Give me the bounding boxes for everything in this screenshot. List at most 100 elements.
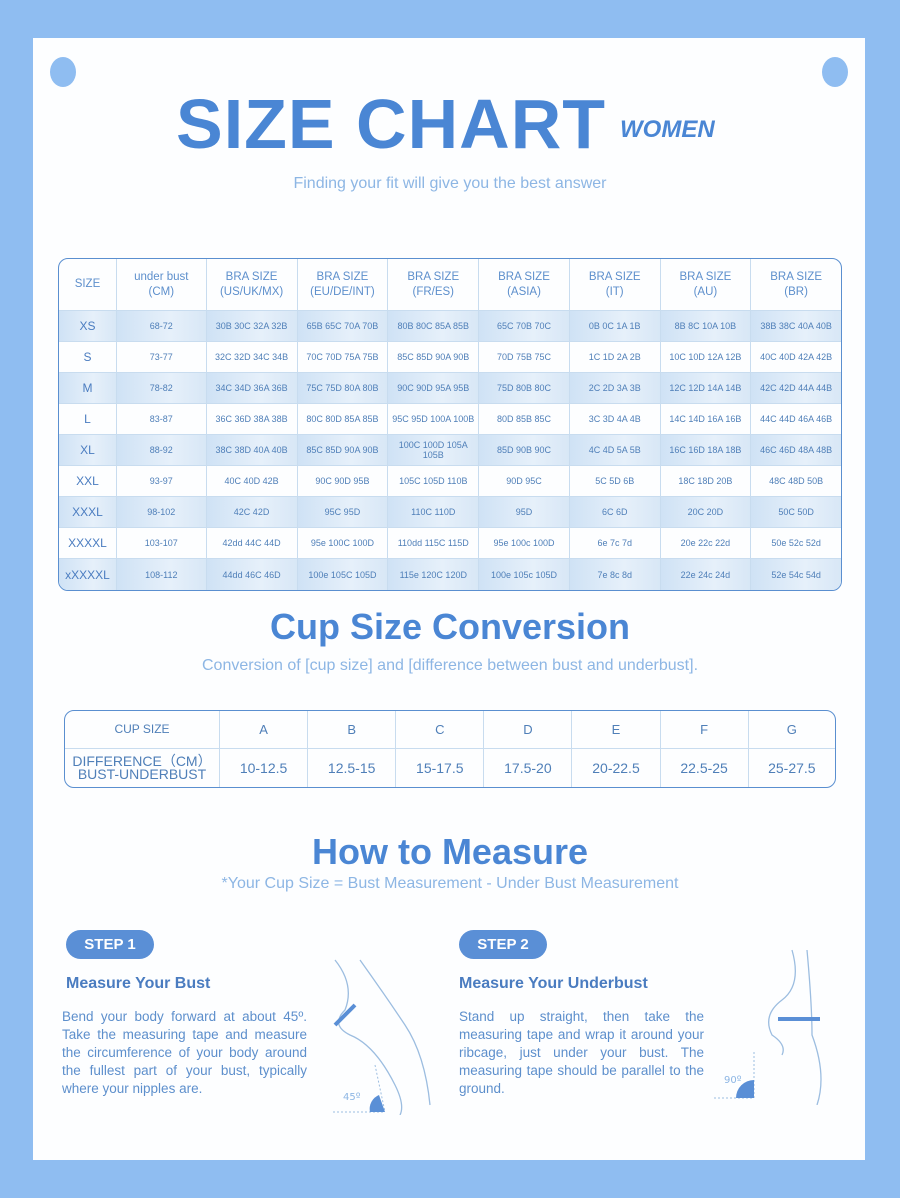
table-cell: 50C 50D — [751, 497, 841, 528]
table-cell: 85C 85D 90A 90B — [388, 342, 480, 373]
table-cell: 10C 10D 12A 12B — [660, 342, 752, 373]
table-cell: 0B 0C 1A 1B — [569, 311, 661, 342]
size-cell: M — [59, 373, 117, 404]
table-cell: 38C 38D 40A 40B — [206, 435, 298, 466]
column-header-line: BRA SIZE — [316, 270, 369, 283]
table-cell: 80D 85B 85C — [479, 404, 570, 435]
table-cell: 1C 1D 2A 2B — [569, 342, 661, 373]
table-cell: 6C 6D — [569, 497, 661, 528]
table-row: M 78-82 34C 34D 36A 36B 75C 75D 80A 80B 90C … — [59, 373, 841, 404]
cup-cell: D — [484, 711, 573, 749]
column-header: BRA SIZE (EU/DE/INT) — [297, 259, 389, 311]
table-row: XL 88-92 38C 38D 40A 40B 85C 85D 90A 90B 100… — [59, 435, 841, 466]
table-cell: 110dd 115C 115D — [388, 528, 480, 559]
table-row: S 73-77 32C 32D 34C 34B 70C 70D 75A 75B 85C … — [59, 342, 841, 373]
table-cell: 108-112 — [116, 559, 207, 590]
difference-cell: 10-12.5 — [220, 749, 309, 787]
difference-cell: 25-27.5 — [768, 760, 816, 776]
column-header-line: (EU/DE/INT) — [310, 285, 375, 298]
table-cell: 52e 54c 54d — [751, 559, 841, 590]
table-cell: 70C 70D 75A 75B — [297, 342, 389, 373]
table-cell: 46C 46D 48A 48B — [751, 435, 841, 466]
cup-cell: B — [308, 711, 397, 749]
column-header-line: (US/UK/MX) — [219, 285, 284, 298]
table-cell: 44C 44D 46A 46B — [751, 404, 841, 435]
measure-note: *Your Cup Size = Bust Measurement - Unde… — [221, 875, 679, 892]
table-cell: 110C 110D — [388, 497, 480, 528]
page-title: SIZE CHART — [176, 85, 606, 163]
size-cell: XXL — [59, 466, 117, 497]
column-header-line: BRA SIZE — [588, 270, 641, 283]
table-cell: 95e 100c 100D — [479, 528, 570, 559]
table-cell: 68-72 — [116, 311, 207, 342]
column-header-line: under bust — [134, 270, 189, 283]
cup-cell: E — [572, 711, 661, 749]
difference-label-line: DIFFERENCE（CM） — [72, 753, 212, 769]
size-table: SIZE under bust (CM) BRA SIZE (US/UK/MX) BRA … — [58, 258, 842, 591]
difference-label: DIFFERENCE（CM） BUST-UNDERBUST — [65, 749, 220, 787]
table-cell: 88-92 — [116, 435, 207, 466]
column-header: BRA SIZE (BR) — [751, 259, 841, 311]
table-cell: 65C 70B 70C — [479, 311, 570, 342]
column-header-line: BRA SIZE — [679, 270, 732, 283]
table-cell: 42C 42D — [206, 497, 298, 528]
table-cell: 12C 12D 14A 14B — [660, 373, 752, 404]
table-cell: 115e 120C 120D — [388, 559, 480, 590]
column-header: BRA SIZE (AU) — [660, 259, 752, 311]
table-cell: 20e 22c 22d — [660, 528, 752, 559]
table-cell: 42dd 44C 44D — [206, 528, 298, 559]
table-cell: 32C 32D 34C 34B — [206, 342, 298, 373]
table-cell: 95C 95D 100A 100B — [388, 404, 480, 435]
column-header-line: (FR/ES) — [412, 285, 455, 298]
size-chart-panel — [33, 38, 865, 1160]
cup-size-label: CUP SIZE — [65, 711, 220, 749]
column-header: under bust (CM) — [116, 259, 207, 311]
column-header-line: (IT) — [605, 285, 624, 298]
table-cell: 73-77 — [116, 342, 207, 373]
cup-cell: A — [220, 711, 309, 749]
decorative-dot — [822, 57, 848, 87]
table-cell: 36C 36D 38A 38B — [206, 404, 298, 435]
column-header-line: (AU) — [693, 285, 718, 298]
table-cell: 3C 3D 4A 4B — [569, 404, 661, 435]
table-cell: 100e 105C 105D — [297, 559, 389, 590]
table-cell: 100e 105c 105D — [479, 559, 570, 590]
page-subtitle: Finding your fit will give you the best … — [293, 175, 607, 192]
step-1-heading: Measure Your Bust — [66, 975, 211, 992]
column-header: BRA SIZE (FR/ES) — [388, 259, 480, 311]
column-header: SIZE — [59, 259, 117, 311]
table-cell: 65B 65C 70A 70B — [297, 311, 389, 342]
column-header-line: (ASIA) — [507, 285, 541, 298]
table-cell: 34C 34D 36A 36B — [206, 373, 298, 404]
size-cell: xXXXXL — [59, 559, 117, 590]
table-cell: 5C 5D 6B — [569, 466, 661, 497]
column-header: BRA SIZE (ASIA) — [479, 259, 570, 311]
size-cell: XXXXL — [59, 528, 117, 559]
bust-measure-illustration: 45º — [333, 959, 431, 1115]
column-header: BRA SIZE (US/UK/MX) — [206, 259, 298, 311]
table-cell: 95e 100C 100D — [297, 528, 389, 559]
table-cell: 40C 40D 42A 42B — [751, 342, 841, 373]
cup-table: CUP SIZE A B C D E F G DIFFERENCE（CM） BUST-UNDER… — [64, 710, 836, 788]
table-row: L 83-87 36C 36D 38A 38B 80C 80D 85A 85B 95C … — [59, 404, 841, 435]
table-cell: 44dd 46C 46D — [206, 559, 298, 590]
table-cell: 90D 95C — [479, 466, 570, 497]
size-cell: XL — [59, 435, 117, 466]
difference-cell: 17.5-20 — [484, 749, 573, 787]
table-cell: 16C 16D 18A 18B — [660, 435, 752, 466]
table-cell: 90C 90D 95B — [297, 466, 389, 497]
size-cell: S — [59, 342, 117, 373]
column-header-line: BRA SIZE — [498, 270, 550, 283]
table-cell: 8B 8C 10A 10B — [660, 311, 752, 342]
table-cell: 6e 7c 7d — [569, 528, 661, 559]
difference-label-line: BUST-UNDERBUST — [77, 766, 207, 782]
table-cell: 100C 100D 105A 105B — [388, 435, 480, 466]
table-cell: 78-82 — [116, 373, 207, 404]
size-cell: XXXL — [59, 497, 117, 528]
table-cell: 80B 80C 85A 85B — [388, 311, 480, 342]
underbust-measure-illustration: 90º — [714, 949, 822, 1105]
table-row: XXXXL 103-107 42dd 44C 44D 95e 100C 100D 110… — [59, 528, 841, 559]
table-cell: 50e 52c 52d — [751, 528, 841, 559]
table-cell: 80C 80D 85A 85B — [297, 404, 389, 435]
table-cell: 48C 48D 50B — [751, 466, 841, 497]
